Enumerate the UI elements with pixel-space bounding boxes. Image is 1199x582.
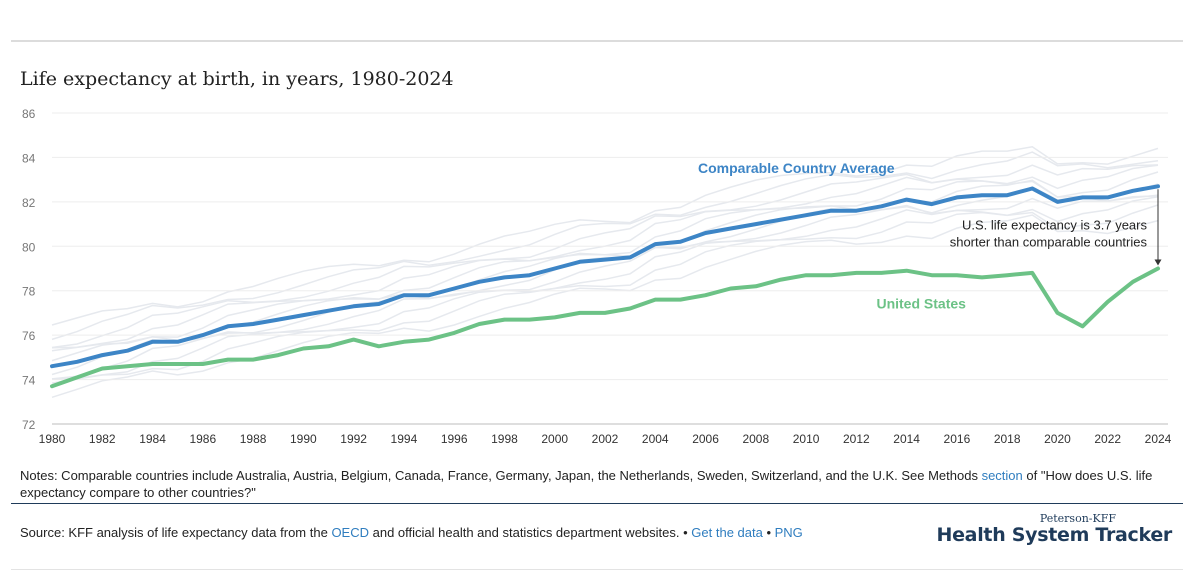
comparable-country-line bbox=[51, 151, 1159, 341]
chart-series: Comparable Country Average United States bbox=[50, 160, 1160, 389]
bottom-divider bbox=[11, 569, 1183, 570]
x-tick-label: 1992 bbox=[340, 432, 367, 446]
chart-notes: Notes: Comparable countries include Aust… bbox=[20, 467, 1170, 501]
methods-section-link[interactable]: section bbox=[981, 468, 1023, 483]
x-tick-label: 1982 bbox=[89, 432, 116, 446]
source-text-middle: and official health and statistics depar… bbox=[369, 525, 680, 540]
x-tick-label: 1990 bbox=[290, 432, 317, 446]
source-text: Source: KFF analysis of life expectancy … bbox=[20, 525, 332, 540]
x-tick-label: 2002 bbox=[592, 432, 619, 446]
x-tick-label: 2000 bbox=[541, 432, 568, 446]
brand-logo-title: Health System Tracker bbox=[936, 524, 1172, 546]
comparable-country-line bbox=[51, 204, 1159, 384]
gap-annotation-line1: U.S. life expectancy is 3.7 years bbox=[962, 217, 1147, 232]
y-tick-label: 72 bbox=[22, 418, 36, 432]
comparable-country-line bbox=[51, 186, 1159, 376]
x-tick-label: 2020 bbox=[1044, 432, 1071, 446]
x-tick-label: 2018 bbox=[994, 432, 1021, 446]
notes-text-end: of "How does U.S. life expectancy compar… bbox=[20, 468, 1153, 500]
oecd-link[interactable]: OECD bbox=[331, 525, 369, 540]
get-the-data-link[interactable]: Get the data bbox=[691, 525, 763, 540]
bullet-separator: • bbox=[762, 525, 775, 540]
brand-logo-small: Peterson-KFF bbox=[1039, 512, 1116, 525]
y-tick-label: 74 bbox=[22, 374, 36, 388]
x-tick-label: 2024 bbox=[1145, 432, 1172, 446]
x-tick-label: 2010 bbox=[793, 432, 820, 446]
bullet-separator: • bbox=[679, 525, 692, 540]
comparable-average-label: Comparable Country Average bbox=[698, 160, 895, 176]
chart-title: Life expectancy at birth, in years, 1980… bbox=[20, 68, 454, 90]
gap-arrow-head bbox=[1154, 259, 1162, 266]
comparable-country-line bbox=[51, 146, 1159, 326]
comparable-country-line bbox=[51, 196, 1159, 380]
x-tick-label: 1994 bbox=[391, 432, 418, 446]
x-tick-label: 1988 bbox=[240, 432, 267, 446]
comparable-average-line bbox=[50, 184, 1160, 369]
notes-text: Notes: Comparable countries include Aust… bbox=[20, 468, 982, 483]
x-tick-label: 2006 bbox=[692, 432, 719, 446]
y-tick-label: 86 bbox=[22, 107, 36, 121]
x-tick-label: 1998 bbox=[491, 432, 518, 446]
comparable-country-line bbox=[51, 179, 1159, 362]
x-tick-label: 1980 bbox=[39, 432, 66, 446]
x-tick-label: 1986 bbox=[189, 432, 216, 446]
comparable-country-line bbox=[51, 171, 1159, 352]
x-tick-label: 2016 bbox=[944, 432, 971, 446]
y-tick-label: 78 bbox=[22, 285, 36, 299]
x-tick-label: 2004 bbox=[642, 432, 669, 446]
x-tick-label: 1996 bbox=[441, 432, 468, 446]
chart-source: Source: KFF analysis of life expectancy … bbox=[20, 525, 803, 540]
life-expectancy-chart: 72 74 76 78 80 82 84 86 1980 1982 1984 1986 1988 1990… bbox=[22, 107, 1172, 446]
us-label: United States bbox=[876, 295, 966, 311]
y-tick-label: 76 bbox=[22, 329, 36, 343]
chart-annotations: U.S. life expectancy is 3.7 years shorte… bbox=[950, 189, 1162, 266]
gap-annotation-line2: shorter than comparable countries bbox=[950, 234, 1148, 249]
x-tick-label: 2008 bbox=[742, 432, 769, 446]
x-tick-label: 2014 bbox=[893, 432, 920, 446]
y-tick-label: 84 bbox=[22, 151, 36, 165]
png-download-link[interactable]: PNG bbox=[774, 525, 803, 540]
comparable-country-line bbox=[51, 164, 1159, 349]
chart-grid: 72 74 76 78 80 82 84 86 1980 1982 1984 1986 1988 1990… bbox=[22, 107, 1172, 446]
y-tick-label: 82 bbox=[22, 196, 36, 210]
brand-logo[interactable]: Peterson-KFF Health System Tracker bbox=[936, 512, 1172, 546]
footer-divider bbox=[11, 503, 1183, 504]
top-divider bbox=[11, 40, 1183, 42]
x-tick-label: 2022 bbox=[1094, 432, 1121, 446]
x-tick-label: 2012 bbox=[843, 432, 870, 446]
us-line bbox=[50, 266, 1160, 389]
y-tick-label: 80 bbox=[22, 240, 36, 254]
x-tick-label: 1984 bbox=[139, 432, 166, 446]
